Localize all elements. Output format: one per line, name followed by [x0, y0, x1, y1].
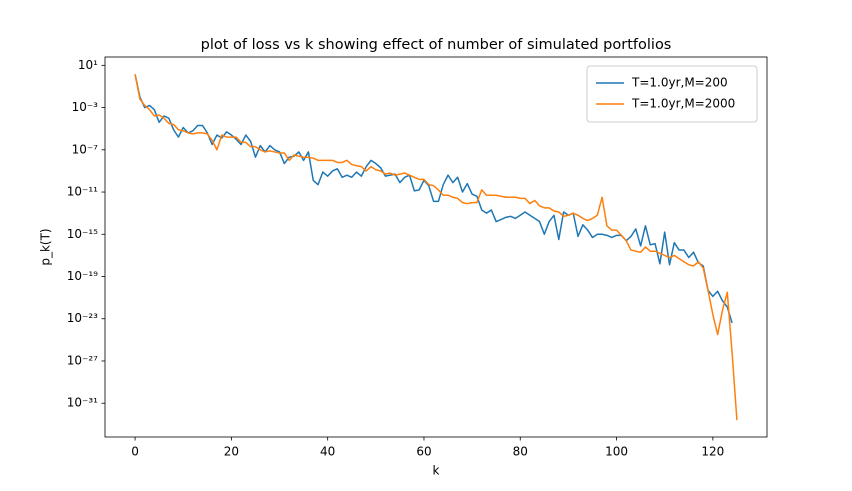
x-tick-label: 60	[416, 445, 431, 459]
y-tick-label: 10⁻²³	[67, 311, 98, 325]
y-tick-label: 10¹	[78, 58, 98, 72]
x-axis-label: k	[433, 464, 440, 478]
x-tick-label: 120	[701, 445, 724, 459]
series-line	[134, 74, 738, 421]
y-tick-label: 10⁻¹¹	[67, 185, 98, 199]
x-tick-label: 100	[605, 445, 628, 459]
chart-title: plot of loss vs k showing effect of numb…	[201, 37, 672, 53]
legend-label: T=1.0yr,M=200	[631, 76, 728, 90]
y-tick-label: 10⁻³¹	[67, 396, 98, 410]
y-tick-label: 10⁻¹⁹	[67, 269, 98, 283]
plot-area	[134, 74, 738, 421]
y-tick-label: 10⁻¹⁵	[67, 227, 98, 241]
y-tick-label: 10⁻²⁷	[67, 353, 98, 367]
y-axis-label: p_k(T)	[39, 228, 53, 265]
x-tick-label: 20	[224, 445, 239, 459]
x-tick-label: 40	[320, 445, 335, 459]
x-tick-label: 80	[513, 445, 528, 459]
legend-box	[586, 65, 758, 123]
x-tick-label: 0	[131, 445, 139, 459]
legend-label: T=1.0yr,M=2000	[631, 97, 735, 111]
y-tick-label: 10⁻³	[72, 100, 99, 114]
axes-frame	[104, 56, 768, 438]
y-tick-label: 10⁻⁷	[72, 142, 99, 156]
